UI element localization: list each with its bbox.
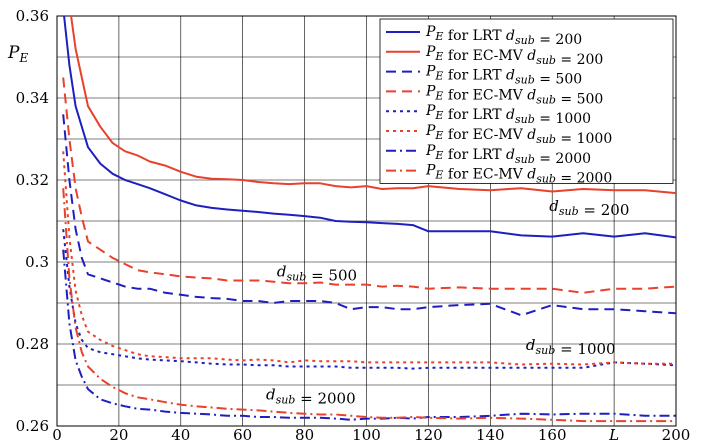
annotation-label: dsub = 2000 (266, 385, 356, 407)
x-tick-label: 200 (662, 426, 691, 443)
x-tick-label: L (608, 426, 619, 443)
legend-box (379, 18, 674, 184)
annotation-label: dsub = 1000 (526, 336, 616, 358)
series-line-4 (62, 229, 676, 370)
x-tick-label: 120 (414, 426, 443, 443)
series-line-1 (70, 16, 676, 195)
series-group (62, 16, 676, 423)
x-tick-label: 100 (352, 426, 381, 443)
legend-label-7: PE for EC-MV dsub = 2000 (425, 163, 612, 187)
series-line-5 (62, 151, 676, 366)
y-tick-label: 0.34 (16, 89, 49, 107)
series-line-3 (62, 77, 676, 294)
x-tick-label: 160 (538, 426, 567, 443)
x-tick-label: 60 (233, 426, 252, 443)
series-line-6 (62, 249, 676, 421)
annotations: dsub = 200 dsub = 500 dsub = 1000 dsub = 20… (266, 197, 629, 408)
legend-label-3: PE for EC-MV dsub = 500 (425, 83, 603, 107)
x-tick-label: 80 (295, 426, 314, 443)
y-tick-label: 0.36 (16, 7, 49, 25)
y-tick-label: 0.32 (16, 171, 49, 189)
x-tick-label: 140 (476, 426, 505, 443)
legend-label-5: PE for EC-MV dsub = 1000 (425, 123, 612, 147)
legend-label-2: PE for LRT dsub = 500 (425, 64, 582, 88)
y-tick-label: 0.26 (16, 417, 49, 435)
y-axis: 0.26 0.28 0.3 0.32 0.34 0.36 (16, 7, 49, 435)
legend-label-4: PE for LRT dsub = 1000 (425, 103, 591, 127)
legend-label-6: PE for LRT dsub = 2000 (425, 143, 591, 167)
y-tick-label: 0.28 (16, 335, 49, 353)
legend-label-1: PE for EC-MV dsub = 200 (425, 44, 603, 68)
series-line-0 (63, 16, 676, 239)
series-line-2 (62, 114, 676, 317)
x-tick-label: 0 (52, 426, 62, 443)
x-tick-label: 20 (109, 426, 128, 443)
annotation-label: dsub = 200 (549, 197, 629, 219)
x-tick-label: 40 (171, 426, 190, 443)
x-axis: 0 20 40 60 80 100 120 140 160 L 200 (52, 426, 690, 443)
y-tick-label: 0.3 (25, 253, 49, 271)
series-line-7 (62, 188, 676, 423)
legend-label-0: PE for LRT dsub = 200 (425, 24, 582, 48)
annotation-label: dsub = 500 (277, 262, 357, 284)
y-axis-label: PE (7, 43, 28, 65)
